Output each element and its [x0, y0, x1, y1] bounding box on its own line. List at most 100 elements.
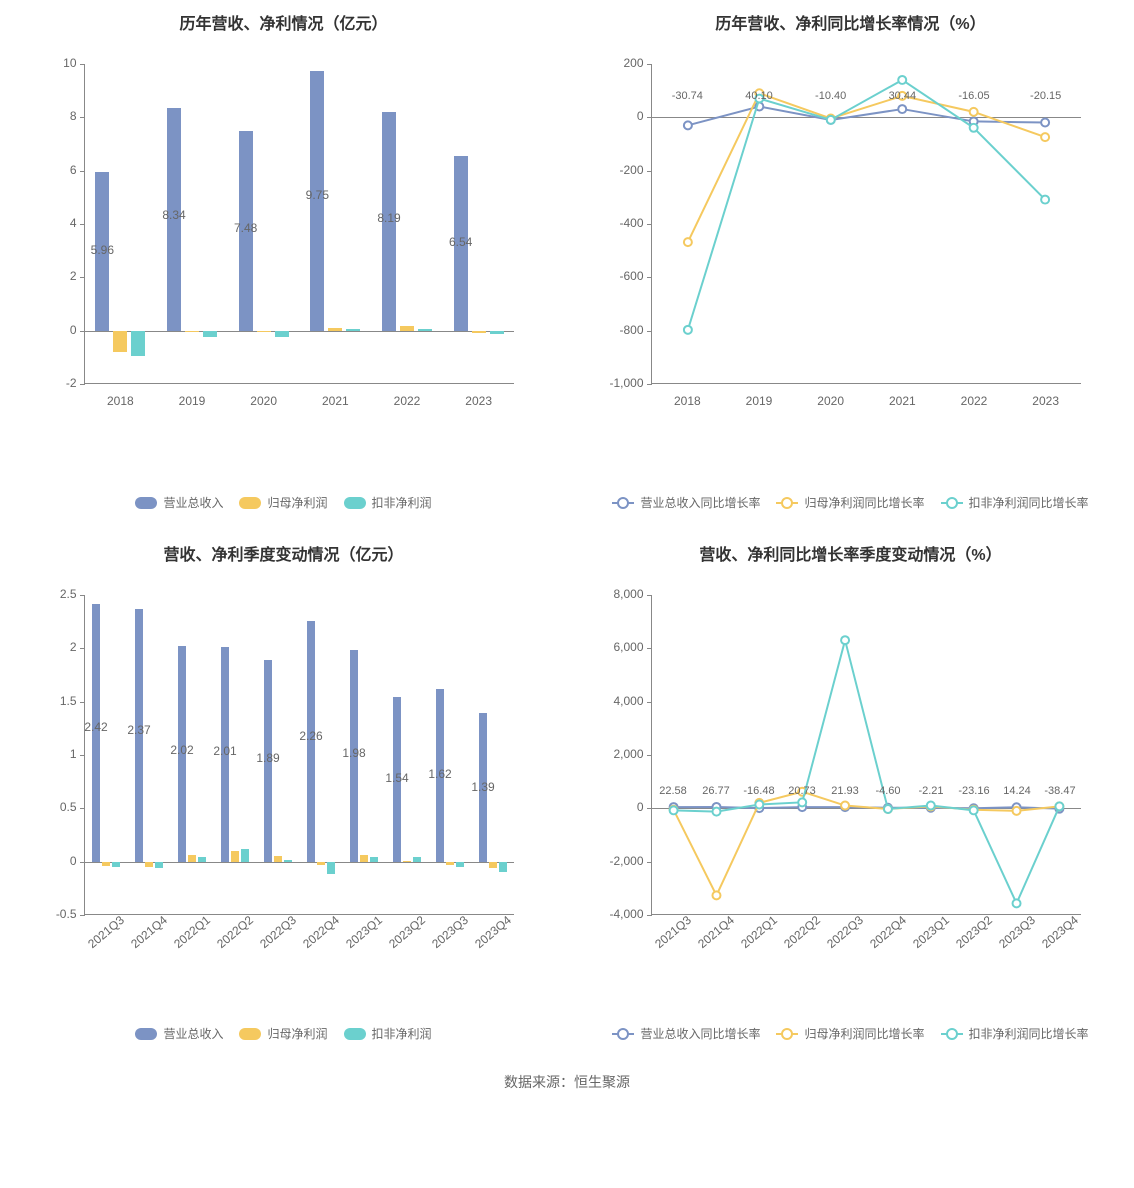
legend-swatch	[612, 1033, 634, 1035]
bar-value-label: 1.62	[428, 767, 451, 781]
line-data-label: 22.58	[659, 785, 687, 797]
legend-label: 营业总收入	[163, 1025, 223, 1042]
x-tick-label: 2021Q3	[85, 913, 127, 951]
x-tick-label: 2021Q4	[128, 913, 170, 951]
y-tick-label: 0	[70, 854, 85, 868]
chart2-title: 历年营收、净利同比增长率情况（%）	[715, 10, 985, 34]
chart4-plot: -4,000-2,00002,0004,0006,0008,00022.5826…	[651, 595, 1081, 915]
chart-grid: 历年营收、净利情况（亿元） -202468105.968.347.489.758…	[10, 10, 1124, 1042]
line-data-label: -23.16	[958, 785, 989, 797]
bar	[102, 862, 110, 866]
chart3-title: 营收、净利季度变动情况（亿元）	[163, 541, 403, 565]
line-data-label: -16.05	[958, 90, 989, 102]
line-data-label: 40.10	[745, 90, 773, 102]
x-tick-label: 2022Q3	[824, 913, 866, 951]
bar-value-label: 8.19	[377, 211, 400, 225]
x-tick-label: 2022Q3	[257, 913, 299, 951]
bar	[400, 326, 414, 331]
x-tick-label: 2023Q1	[910, 913, 952, 951]
y-tick-label: 6,000	[613, 640, 651, 654]
x-tick-label: 2022	[394, 394, 421, 408]
bar	[370, 857, 378, 861]
legend-item: 归母净利润	[239, 494, 327, 511]
chart1-legend: 营业总收入归母净利润扣非净利润	[135, 494, 431, 511]
y-tick-label: -1,000	[609, 376, 651, 390]
legend-label: 扣非净利润	[372, 1025, 432, 1042]
legend-item: 营业总收入同比增长率	[612, 494, 760, 511]
x-tick-label: 2023	[465, 394, 492, 408]
x-tick-label: 2019	[179, 394, 206, 408]
y-tick-label: 2,000	[613, 747, 651, 761]
bar	[327, 862, 335, 875]
line-data-label: -4.60	[875, 785, 900, 797]
y-tick-label: 200	[623, 56, 651, 70]
y-tick-label: 0	[637, 800, 652, 814]
x-tick-label: 2022Q4	[300, 913, 342, 951]
line-data-label: 21.93	[831, 785, 859, 797]
y-tick-label: -200	[619, 163, 651, 177]
x-tick-label: 2020	[250, 394, 277, 408]
x-tick-label: 2021	[322, 394, 349, 408]
legend-label: 归母净利润	[267, 1025, 327, 1042]
legend-label: 营业总收入同比增长率	[640, 494, 760, 511]
panel-annual-revenue: 历年营收、净利情况（亿元） -202468105.968.347.489.758…	[10, 10, 557, 511]
y-tick-label: 0	[637, 109, 652, 123]
line-data-label: -10.40	[815, 90, 846, 102]
y-tick-label: -0.5	[56, 907, 85, 921]
line-data-label: -2.21	[918, 785, 943, 797]
bar-value-label: 2.02	[170, 743, 193, 757]
legend-label: 营业总收入同比增长率	[640, 1025, 760, 1042]
x-tick-label: 2020	[817, 394, 844, 408]
x-tick-label: 2023Q3	[996, 913, 1038, 951]
legend-swatch	[239, 497, 261, 509]
x-tick-label: 2023Q2	[386, 913, 428, 951]
panel-quarterly-growth: 营收、净利同比增长率季度变动情况（%） -4,000-2,00002,0004,…	[577, 541, 1124, 1042]
bar	[418, 329, 432, 330]
bar	[456, 862, 464, 867]
line-data-label: 26.77	[702, 785, 730, 797]
y-tick-label: 0.5	[60, 800, 85, 814]
bar-value-label: 7.48	[234, 221, 257, 235]
x-tick-label: 2023Q4	[1039, 913, 1081, 951]
line-data-label: 20.73	[788, 785, 816, 797]
chart4-area: -4,000-2,00002,0004,0006,0008,00022.5826…	[591, 585, 1111, 985]
y-tick-label: -4,000	[609, 907, 651, 921]
bar	[241, 849, 249, 862]
legend-swatch	[941, 502, 963, 504]
x-tick-label: 2019	[746, 394, 773, 408]
legend-label: 归母净利润同比增长率	[804, 1025, 924, 1042]
bar-value-label: 1.98	[342, 746, 365, 760]
line-data-label: -20.15	[1030, 90, 1061, 102]
y-tick-label: 8,000	[613, 587, 651, 601]
y-tick-label: 2	[70, 269, 85, 283]
line-data-label: -16.48	[743, 785, 774, 797]
x-tick-label: 2023Q4	[472, 913, 514, 951]
legend-item: 扣非净利润同比增长率	[941, 1025, 1089, 1042]
x-tick-label: 2023	[1032, 394, 1059, 408]
bar	[145, 862, 153, 867]
bar	[446, 862, 454, 865]
bar-value-label: 2.37	[127, 723, 150, 737]
bar-value-label: 1.54	[385, 771, 408, 785]
legend-swatch	[941, 1033, 963, 1035]
x-tick-label: 2022Q1	[171, 913, 213, 951]
y-tick-label: 0	[70, 323, 85, 337]
legend-item: 扣非净利润同比增长率	[941, 494, 1089, 511]
x-tick-label: 2021Q3	[652, 913, 694, 951]
chart2-plot: -1,000-800-600-400-2000200-30.7440.10-10…	[651, 64, 1081, 384]
legend-label: 归母净利润同比增长率	[804, 494, 924, 511]
line-data-label: 14.24	[1003, 785, 1031, 797]
x-tick-label: 2022Q2	[214, 913, 256, 951]
legend-item: 营业总收入同比增长率	[612, 1025, 760, 1042]
legend-swatch	[135, 497, 157, 509]
chart3-area: -0.500.511.522.52.422.372.022.011.892.26…	[24, 585, 544, 985]
bar	[284, 860, 292, 862]
bar	[112, 862, 120, 867]
legend-swatch	[776, 1033, 798, 1035]
legend-swatch	[344, 497, 366, 509]
legend-label: 扣非净利润同比增长率	[969, 1025, 1089, 1042]
bar	[113, 331, 127, 352]
bar	[489, 862, 497, 868]
bar-value-label: 2.42	[84, 720, 107, 734]
line-data-label: 30.44	[889, 90, 917, 102]
